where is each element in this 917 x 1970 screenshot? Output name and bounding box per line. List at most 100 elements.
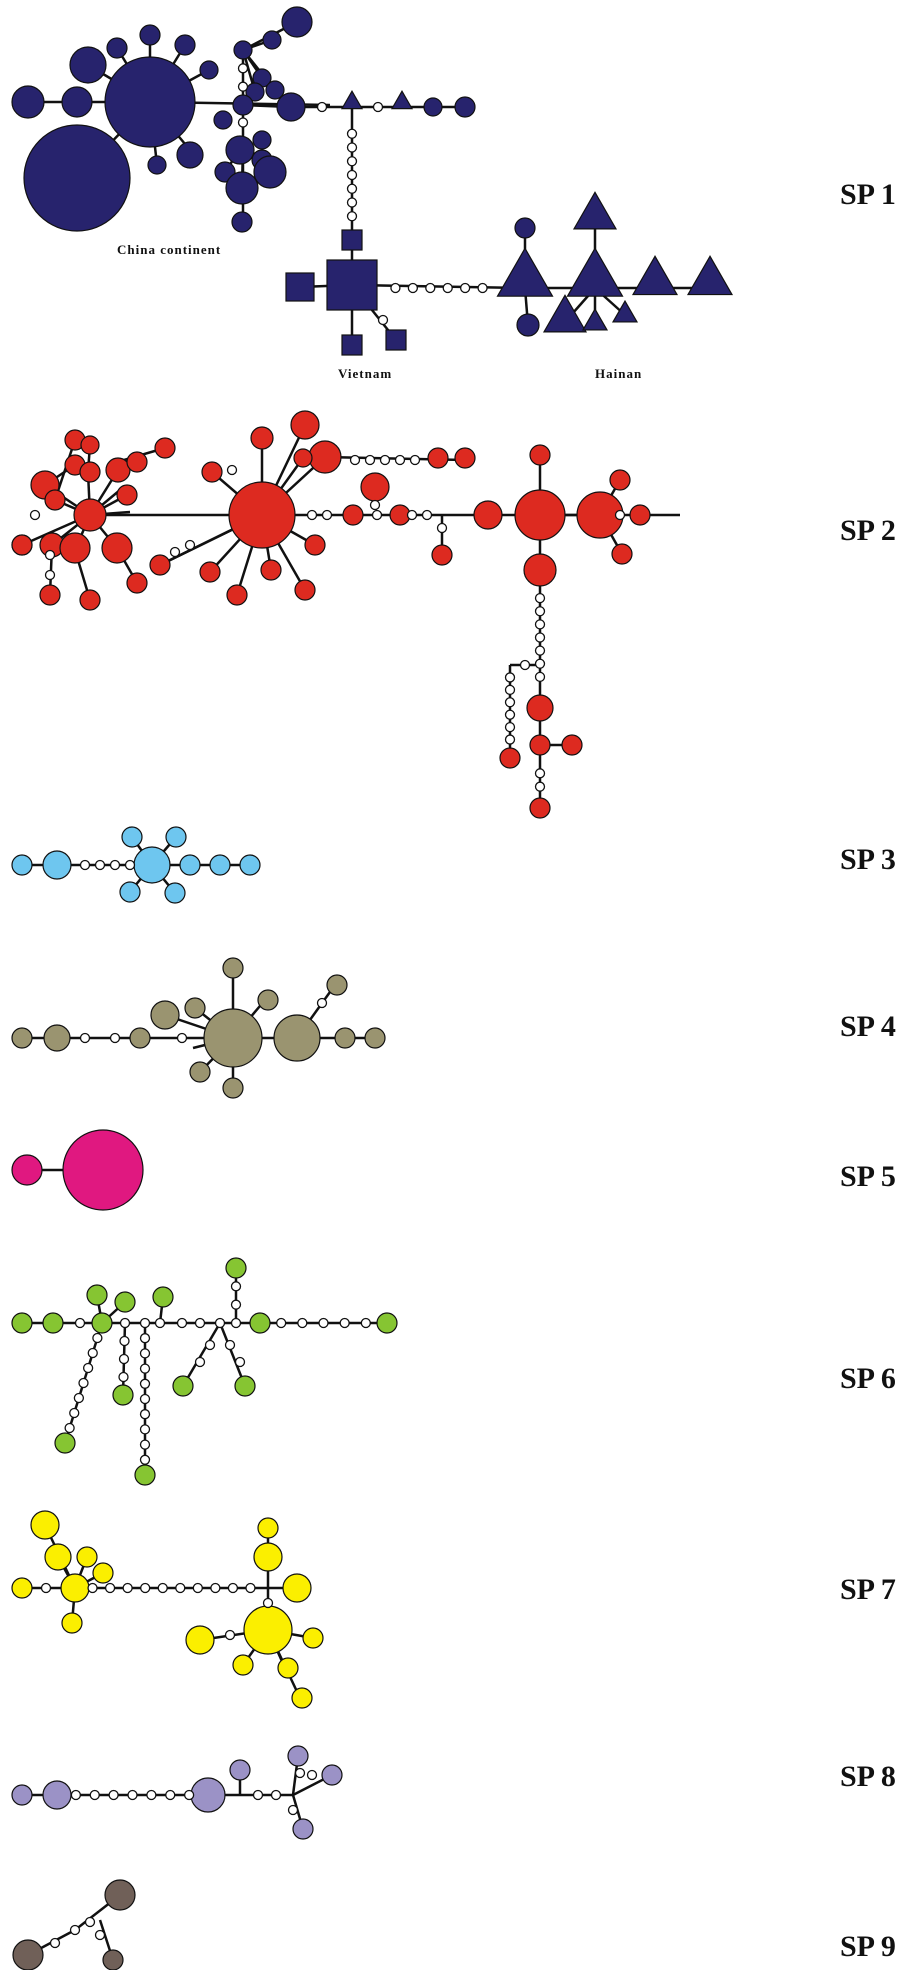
haplotype-node — [86, 1284, 108, 1306]
median-vector — [108, 1789, 119, 1801]
haplotype-node — [172, 1375, 194, 1397]
median-vector — [165, 1789, 176, 1801]
haplotype-node — [229, 1759, 251, 1781]
median-vector — [69, 1924, 81, 1936]
haplotype-node — [250, 426, 274, 450]
median-vector — [124, 859, 136, 871]
network-edges — [21, 20, 720, 1961]
median-vector — [82, 1362, 94, 1374]
haplotype-node — [290, 410, 320, 440]
median-vector — [79, 1032, 91, 1044]
median-vector — [214, 1317, 226, 1329]
haplotype-node — [294, 579, 316, 601]
median-vector — [534, 658, 546, 669]
haplotype-node — [104, 1879, 136, 1911]
haplotype-node — [291, 1687, 313, 1709]
label-sp9: SP 9 — [840, 1930, 896, 1963]
median-vector — [230, 1317, 242, 1329]
median-vector — [534, 606, 546, 617]
median-vector — [245, 1582, 256, 1594]
median-vector — [406, 509, 418, 521]
haplotype-node — [11, 85, 45, 119]
median-vector — [371, 509, 383, 521]
haplotype-node — [222, 1077, 244, 1099]
haplotype-node — [253, 1542, 283, 1572]
median-vector — [237, 117, 249, 128]
median-vector — [194, 1356, 206, 1368]
median-vector — [176, 1032, 188, 1044]
median-vector — [316, 997, 328, 1009]
haplotype-node — [304, 534, 326, 556]
haplotype-node — [226, 584, 248, 606]
median-vector — [64, 1422, 75, 1434]
network-nodes — [11, 6, 734, 1970]
median-vector — [176, 1317, 188, 1329]
haplotype-node — [239, 854, 261, 876]
haplotype-node — [62, 1129, 144, 1211]
haplotype-node — [225, 171, 259, 205]
haplotype-node — [308, 440, 342, 474]
haplotype-node — [105, 457, 131, 483]
haplotype-node — [228, 481, 296, 549]
haplotype-node — [11, 1577, 33, 1599]
median-vector — [122, 1582, 133, 1594]
median-vector — [534, 645, 546, 656]
median-vector — [504, 672, 516, 683]
haplotype-node — [282, 1573, 312, 1603]
median-vector — [226, 464, 238, 476]
haplotype-node — [61, 1612, 83, 1634]
haplotype-node — [12, 1939, 44, 1970]
network-edge — [351, 283, 521, 290]
haplotype-node — [376, 1312, 398, 1334]
haplotype-node — [154, 437, 176, 459]
haplotype-node — [561, 734, 583, 756]
haplotype-node — [203, 1008, 263, 1068]
haplotype-node — [454, 447, 476, 469]
median-vector — [346, 197, 358, 208]
median-vector — [534, 768, 546, 779]
median-vector — [119, 1335, 130, 1347]
median-vector — [119, 1317, 131, 1329]
haplotype-triangle-hainan — [390, 90, 414, 110]
haplotype-node — [213, 110, 233, 130]
median-vector — [459, 282, 471, 294]
haplotype-node — [121, 826, 143, 848]
haplotype-node — [42, 1780, 72, 1810]
median-vector — [44, 549, 56, 561]
haplotype-node — [133, 846, 171, 884]
median-vector — [294, 1767, 306, 1779]
haplotype-node — [302, 1627, 324, 1649]
median-vector — [73, 1392, 85, 1404]
median-vector — [139, 1454, 151, 1465]
median-vector — [614, 509, 626, 521]
haplotype-node — [139, 24, 161, 46]
median-vector — [29, 509, 41, 521]
median-vector — [87, 1582, 98, 1594]
haplotype-node — [423, 97, 443, 117]
median-vector — [139, 1424, 151, 1435]
haplotype-node — [529, 444, 551, 466]
median-vector — [183, 1789, 195, 1801]
median-vector — [379, 454, 391, 466]
median-vector — [504, 709, 516, 720]
median-vector — [237, 63, 249, 74]
haplotype-node — [257, 989, 279, 1011]
haplotype-node — [91, 1312, 113, 1334]
haplotype-node — [326, 974, 348, 996]
median-vector — [154, 1317, 166, 1329]
haplotype-node-china-continent — [23, 124, 131, 232]
median-vector — [118, 1371, 129, 1383]
haplotype-node — [281, 6, 313, 38]
median-vector — [372, 101, 384, 113]
median-vector — [224, 1339, 236, 1351]
haplotype-node — [106, 37, 128, 59]
haplotype-node — [92, 1562, 114, 1584]
median-vector — [139, 1333, 151, 1344]
haplotype-triangle-hainan — [496, 247, 554, 297]
haplotype-node — [273, 1014, 321, 1062]
haplotype-node — [209, 854, 231, 876]
median-vector — [321, 509, 333, 521]
median-vector — [175, 1582, 186, 1594]
median-vector — [140, 1582, 151, 1594]
